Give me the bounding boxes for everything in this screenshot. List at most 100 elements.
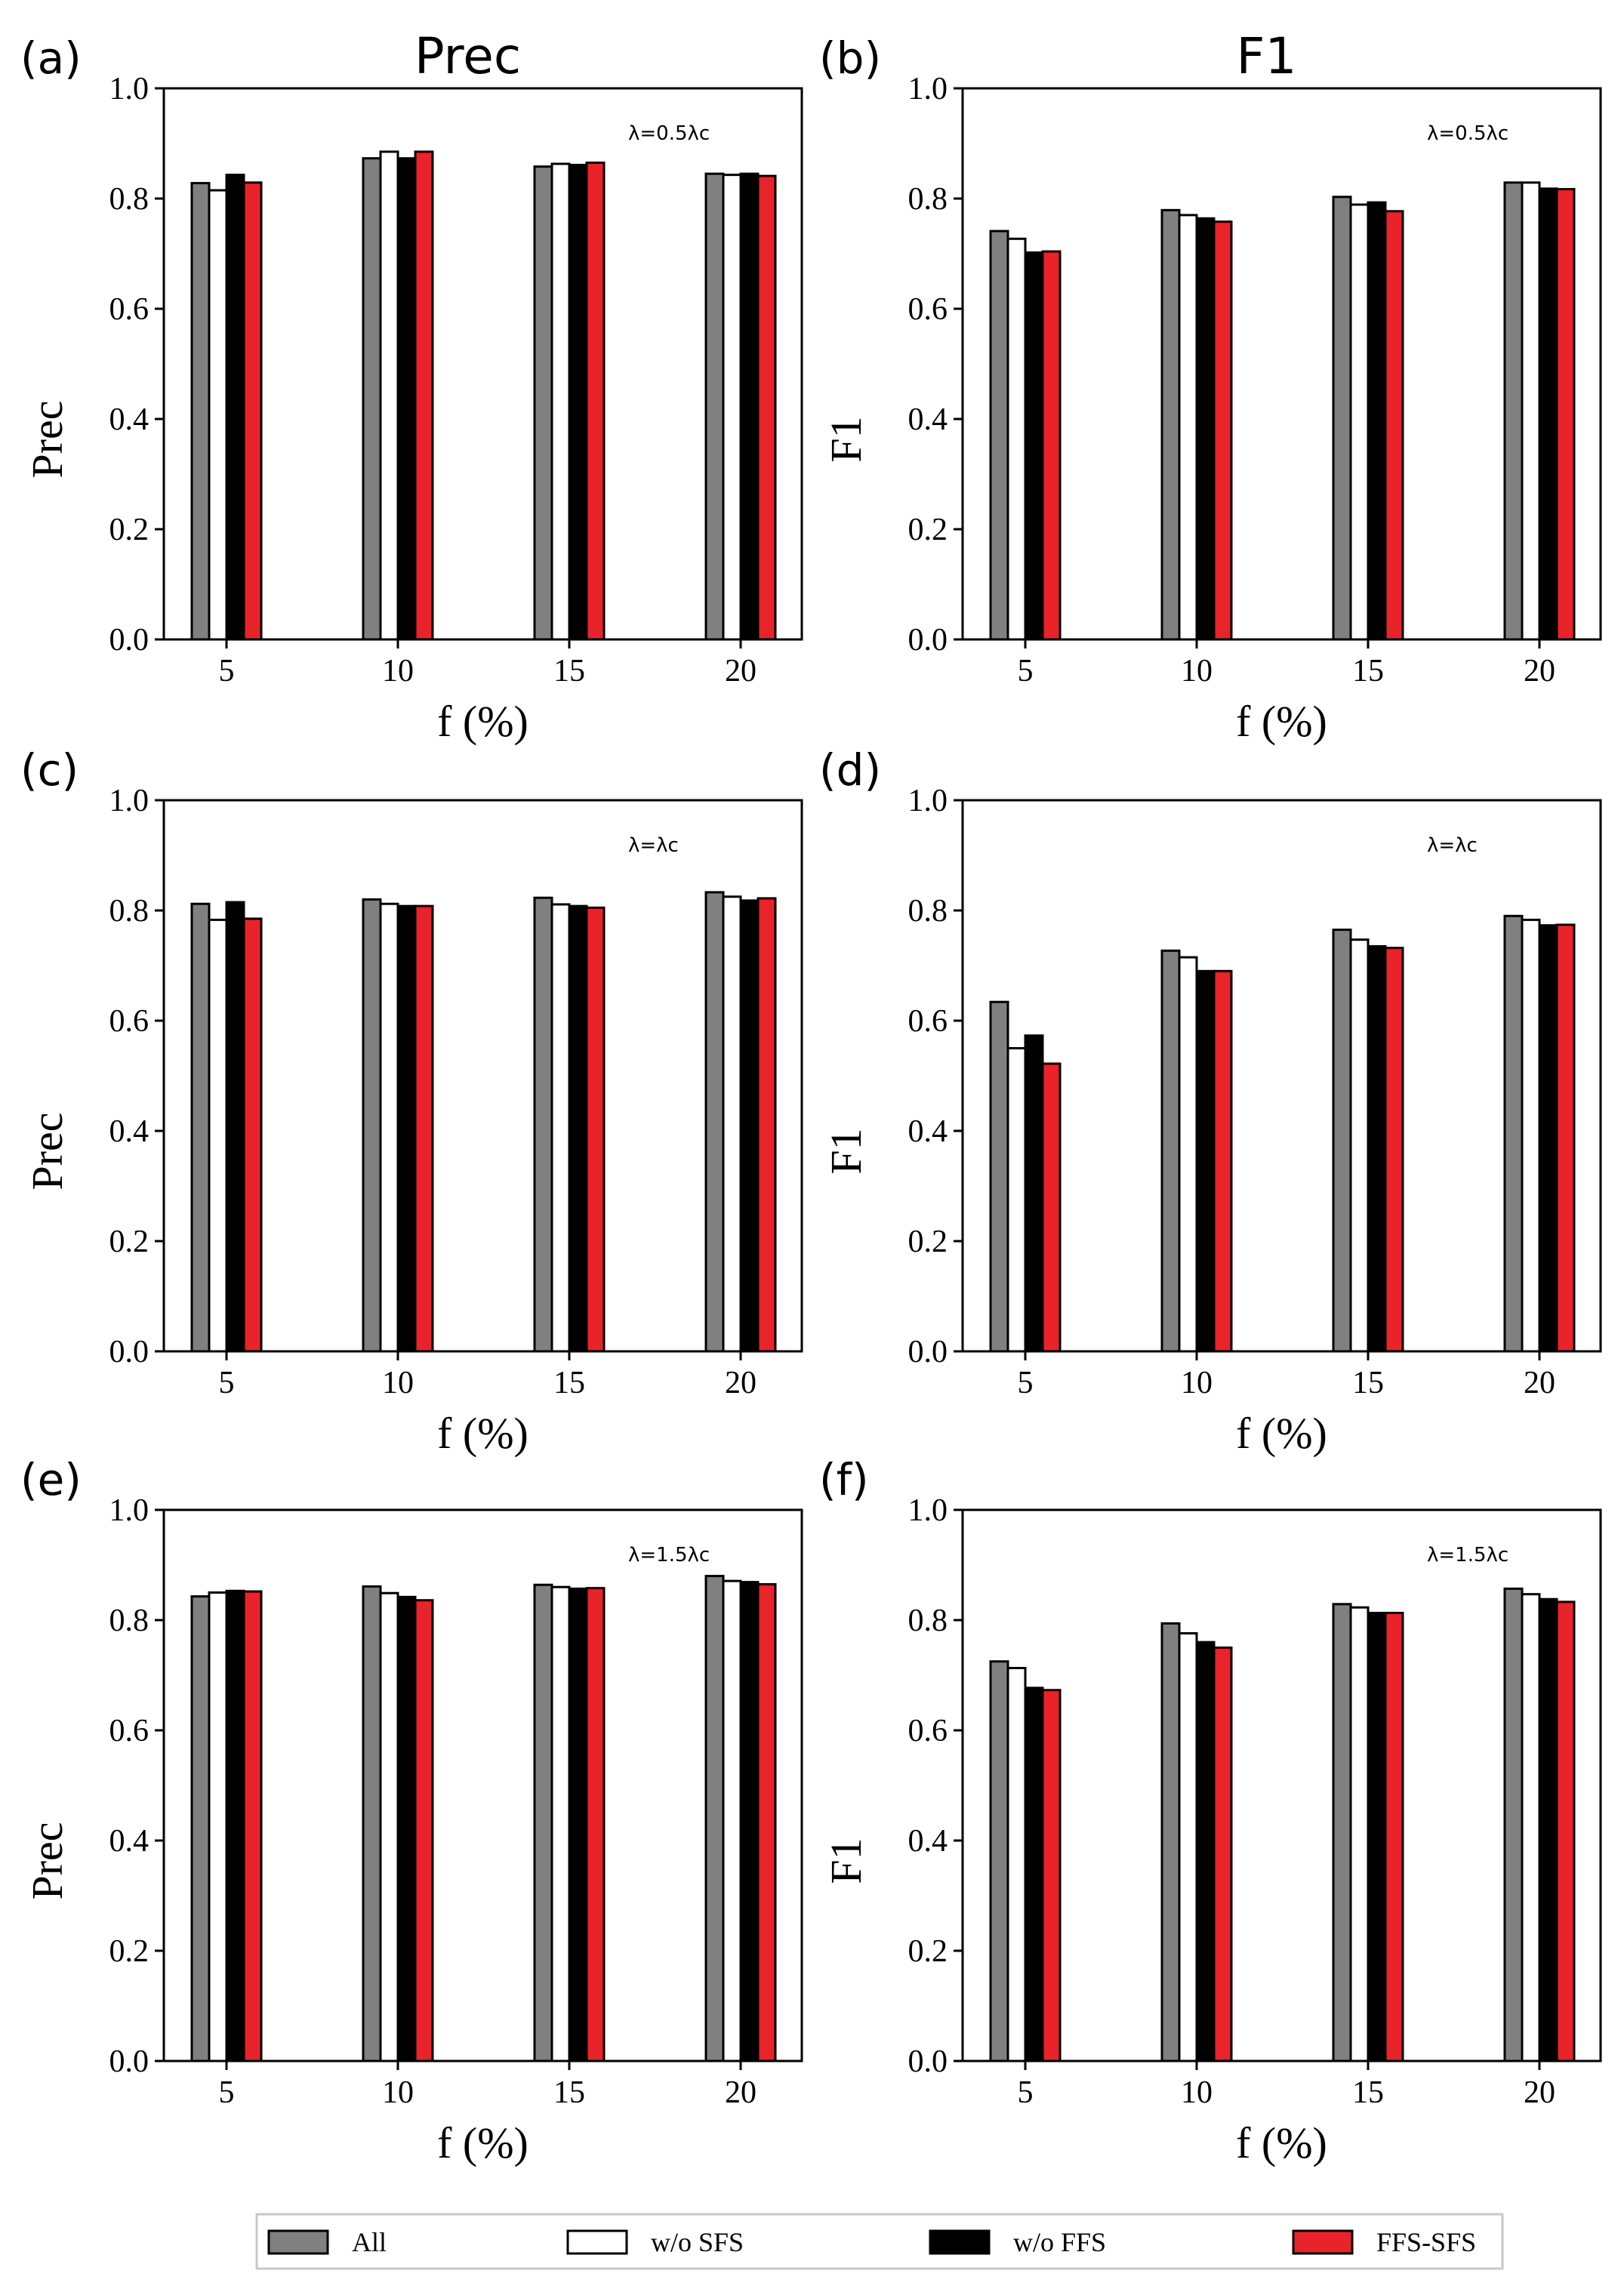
panel-c: 5 10 15 20 0.0 0.2 0.4 0.6 0.8 1.0 λ=λc f (%) Prec (c… — [20, 744, 803, 1458]
bar-all-15 — [533, 1583, 553, 2062]
lambda-annotation: λ=0.5λc — [628, 122, 710, 145]
y-tick-label: 0.0 — [908, 623, 948, 658]
x-tick-label: 10 — [382, 654, 414, 689]
bar-w-o-ffs-20 — [739, 899, 760, 1353]
x-axis-label: f (%) — [1236, 2118, 1327, 2167]
bar-all-10 — [362, 157, 382, 641]
x-tick-label: 20 — [1524, 2075, 1555, 2110]
y-tick-label: 0.6 — [109, 292, 149, 327]
bar-w-o-sfs-10 — [379, 902, 399, 1353]
y-tick-label: 0.4 — [109, 1824, 149, 1859]
y-tick-label: 1.0 — [908, 72, 948, 106]
y-axis-label: Prec — [23, 1112, 72, 1190]
axes-frame — [961, 799, 1602, 1353]
legend-swatch-all — [267, 2229, 329, 2255]
lambda-annotation: λ=λc — [628, 834, 679, 857]
bar-ffs-sfs-15 — [585, 906, 606, 1353]
axes-frame — [162, 799, 803, 1353]
y-tick-label: 1.0 — [109, 72, 149, 106]
lambda-annotation: λ=λc — [1427, 834, 1478, 857]
bar-w-o-ffs-10 — [1195, 969, 1216, 1353]
bar-ffs-sfs-10 — [414, 150, 434, 641]
panel-title: F1 — [1237, 27, 1297, 85]
bar-w-o-ffs-20 — [1538, 187, 1558, 641]
bar-all-15 — [1332, 1603, 1352, 2062]
legend: All w/o SFS w/o FFS FFS-SFS — [255, 2213, 1504, 2270]
bar-all-10 — [362, 898, 382, 1353]
x-tick-label: 20 — [725, 2075, 757, 2110]
x-axis-label: f (%) — [437, 2118, 528, 2167]
bar-all-10 — [1160, 208, 1181, 641]
bar-w-o-ffs-20 — [1538, 924, 1558, 1353]
x-axis-label: f (%) — [1236, 697, 1327, 746]
y-tick-label: 0.4 — [908, 1824, 948, 1859]
y-axis-label: F1 — [821, 416, 871, 462]
bar-w-o-sfs-5 — [1006, 1667, 1027, 2062]
bar-ffs-sfs-10 — [1213, 969, 1233, 1353]
bar-w-o-sfs-10 — [1178, 1632, 1198, 2062]
axes-frame — [162, 87, 803, 641]
bar-ffs-sfs-10 — [414, 904, 434, 1353]
x-tick-label: 10 — [382, 1366, 414, 1400]
bar-all-20 — [704, 172, 725, 641]
bar-ffs-sfs-20 — [757, 174, 777, 641]
y-tick-label: 0.2 — [109, 1225, 149, 1259]
bar-w-o-sfs-5 — [208, 189, 228, 641]
bar-all-20 — [1503, 914, 1524, 1353]
bar-ffs-sfs-5 — [1041, 250, 1062, 641]
x-tick-label: 15 — [553, 2075, 585, 2110]
panel-letter: (a) — [20, 32, 82, 84]
bar-all-20 — [1503, 1587, 1524, 2062]
bar-w-o-sfs-10 — [1178, 956, 1198, 1353]
y-tick-label: 0.8 — [908, 182, 948, 217]
y-tick-label: 0.6 — [908, 1714, 948, 1748]
x-axis-label: f (%) — [437, 1409, 528, 1458]
bar-w-o-ffs-15 — [568, 1587, 588, 2062]
bar-w-o-sfs-20 — [722, 895, 742, 1353]
x-tick-label: 20 — [725, 1366, 757, 1400]
x-tick-label: 20 — [1524, 1366, 1555, 1400]
axes-frame — [162, 1508, 803, 2062]
panel-letter: (c) — [20, 744, 79, 796]
bar-w-o-ffs-15 — [1367, 1612, 1387, 2062]
bar-w-o-ffs-10 — [1195, 1640, 1216, 2062]
bar-w-o-ffs-15 — [568, 163, 588, 641]
bar-w-o-ffs-10 — [396, 1595, 417, 2062]
bar-ffs-sfs-10 — [1213, 220, 1233, 641]
panel-b: 5 10 15 20 0.0 0.2 0.4 0.6 0.8 1.0 λ=0.5λc f (%) F1 (… — [819, 27, 1602, 746]
bar-ffs-sfs-5 — [1041, 1062, 1062, 1353]
bar-all-15 — [1332, 929, 1352, 1353]
bar-w-o-ffs-5 — [225, 901, 245, 1353]
y-tick-label: 0.6 — [908, 1004, 948, 1039]
bar-w-o-ffs-20 — [739, 1581, 760, 2062]
bar-w-o-ffs-20 — [739, 172, 760, 641]
bar-w-o-sfs-20 — [1521, 181, 1541, 641]
y-tick-label: 0.0 — [908, 2044, 948, 2079]
bar-w-o-sfs-10 — [1178, 214, 1198, 641]
panel-letter: (b) — [819, 32, 881, 84]
x-tick-label: 15 — [1352, 654, 1384, 689]
bar-w-o-sfs-15 — [1349, 938, 1370, 1353]
x-tick-label: 20 — [1524, 654, 1555, 689]
bar-w-o-ffs-15 — [1367, 944, 1387, 1353]
y-tick-label: 1.0 — [908, 1493, 948, 1528]
y-tick-label: 0.4 — [109, 1114, 149, 1149]
bar-all-5 — [989, 1000, 1009, 1353]
lambda-annotation: λ=0.5λc — [1427, 122, 1508, 145]
bar-ffs-sfs-10 — [414, 1599, 434, 2062]
x-tick-label: 5 — [1018, 2075, 1034, 2110]
bar-w-o-sfs-15 — [1349, 203, 1370, 641]
bar-all-20 — [704, 891, 725, 1353]
bar-w-o-sfs-15 — [550, 903, 571, 1353]
bar-w-o-ffs-15 — [568, 904, 588, 1353]
x-tick-label: 10 — [382, 2075, 414, 2110]
y-tick-label: 0.0 — [908, 1335, 948, 1369]
bar-all-15 — [533, 165, 553, 641]
bar-all-5 — [190, 902, 211, 1353]
x-tick-label: 5 — [219, 2075, 235, 2110]
x-tick-label: 15 — [1352, 2075, 1384, 2110]
panel-letter: (e) — [20, 1454, 82, 1505]
bar-w-o-sfs-20 — [1521, 918, 1541, 1353]
y-tick-label: 1.0 — [109, 1493, 149, 1528]
